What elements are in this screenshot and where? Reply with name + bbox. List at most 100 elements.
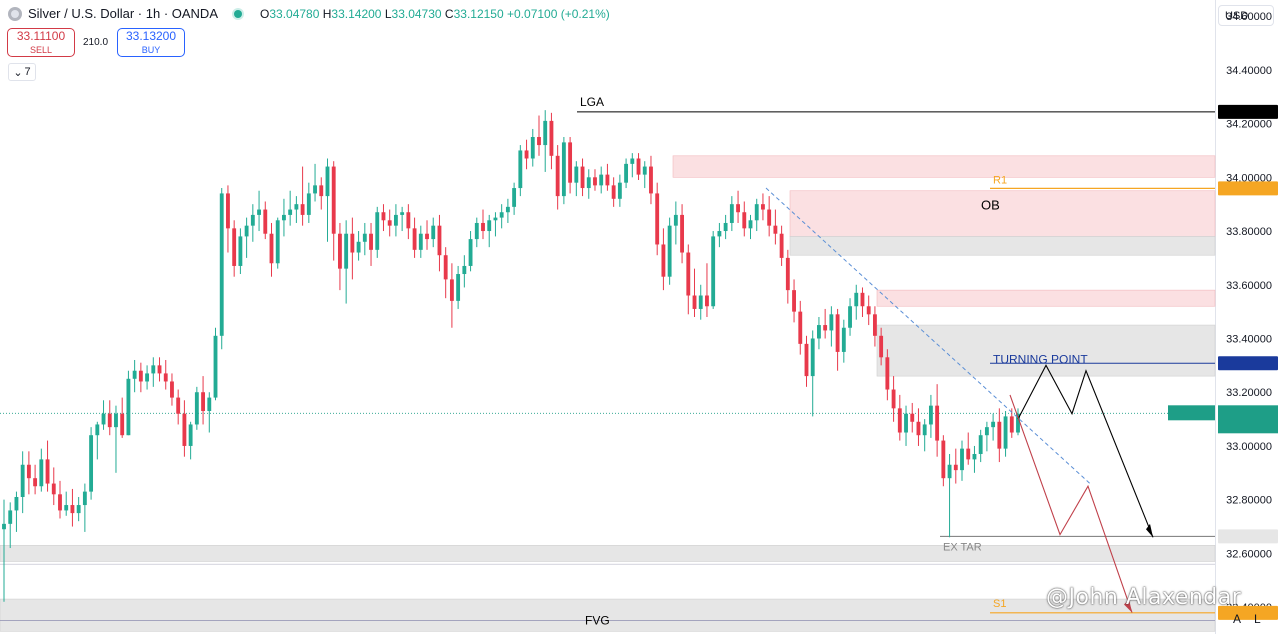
candle-body xyxy=(493,217,498,221)
candle-body xyxy=(138,370,143,382)
candle-body xyxy=(51,483,56,495)
current-price-box xyxy=(1218,405,1278,434)
candle-body xyxy=(512,188,517,207)
candle-body xyxy=(611,185,616,199)
candle-body xyxy=(170,381,174,398)
candle-body xyxy=(767,209,772,226)
auto-scale-button[interactable]: A xyxy=(1233,612,1242,626)
candle-body xyxy=(686,252,691,296)
zone-supply-2 xyxy=(876,289,1216,307)
candle-body xyxy=(244,225,249,237)
zone-fvg-zone xyxy=(0,598,1216,632)
projection-path-red xyxy=(1009,394,1133,613)
candle-body xyxy=(723,222,728,232)
projection-arrowhead-red xyxy=(1124,599,1132,613)
candle-body xyxy=(82,491,87,506)
currency-value: USD xyxy=(1225,9,1249,22)
currency-select[interactable]: USD xyxy=(1218,5,1274,26)
candle-body xyxy=(655,193,660,245)
candle-body xyxy=(966,448,971,460)
symbol-title[interactable]: Silver / U.S. Dollar · 1h · OANDA xyxy=(28,6,218,21)
candle-body xyxy=(599,174,604,186)
candle-body xyxy=(375,212,380,250)
candle-body xyxy=(64,505,69,511)
candle-body xyxy=(20,464,25,497)
candle-body xyxy=(232,228,237,266)
price-tick-label: 34.20000 xyxy=(1226,119,1272,131)
candle-body xyxy=(406,212,411,229)
candle-body xyxy=(636,158,641,175)
projection-path-black xyxy=(1017,364,1154,538)
candle-body xyxy=(960,448,964,471)
candle-body xyxy=(505,206,510,213)
indicators-toggle-button[interactable]: ⌄ 7 xyxy=(8,63,36,81)
candle-body xyxy=(101,413,106,425)
sell-button[interactable]: 33.11100 SELL xyxy=(7,28,75,57)
candle-body xyxy=(916,421,921,436)
candle-body xyxy=(45,459,50,484)
candle-body xyxy=(928,405,933,425)
candle-body xyxy=(418,233,423,250)
candle-body xyxy=(698,295,703,309)
candle-body xyxy=(145,373,150,382)
current-symbol-box xyxy=(1168,405,1215,421)
candle-body xyxy=(692,295,697,309)
candle-body xyxy=(953,464,958,471)
candle-body xyxy=(910,413,915,422)
candle-body xyxy=(114,413,118,428)
candle-body xyxy=(369,233,373,250)
candle-body xyxy=(294,204,299,210)
candle-body xyxy=(176,397,181,414)
candle-body xyxy=(481,222,485,232)
candle-body xyxy=(2,523,6,530)
candles xyxy=(2,110,1020,602)
candle-body xyxy=(70,505,75,514)
price-label-turning-box xyxy=(1218,356,1278,371)
candle-body xyxy=(580,166,585,189)
silver-symbol-icon xyxy=(8,6,22,21)
indicators-count: 7 xyxy=(24,66,31,78)
price-label-s1-box xyxy=(1218,605,1278,620)
candle-body xyxy=(717,231,722,237)
candle-body xyxy=(288,209,293,215)
candle-body xyxy=(201,392,205,412)
candle-body xyxy=(524,150,529,159)
candle-body xyxy=(978,435,983,455)
market-status-icon xyxy=(234,9,242,18)
candle-body xyxy=(537,137,541,146)
candle-body xyxy=(456,274,461,301)
candle-body xyxy=(250,214,255,226)
price-tick-label: 34.60000 xyxy=(1226,11,1272,23)
candle-body xyxy=(443,255,448,280)
candle-body xyxy=(431,225,436,240)
candle-body xyxy=(642,166,647,175)
candle-body xyxy=(661,244,666,277)
buy-button[interactable]: 33.13200 BUY xyxy=(117,28,185,57)
candle-body xyxy=(922,424,927,436)
candle-body xyxy=(226,193,230,229)
candle-body xyxy=(680,214,685,253)
candle-body xyxy=(499,212,504,218)
sell-label: SELL xyxy=(29,44,53,55)
price-tick-label: 34.40000 xyxy=(1226,65,1272,77)
candle-body xyxy=(468,239,473,266)
candle-body xyxy=(829,314,834,331)
candle-body xyxy=(33,478,38,487)
chart-header: Silver / U.S. Dollar · 1h · OANDA O33.04… xyxy=(8,6,610,21)
candle-body xyxy=(76,505,81,514)
candle-body xyxy=(773,225,778,234)
candle-body xyxy=(785,257,790,291)
log-scale-button[interactable]: L xyxy=(1254,612,1261,626)
candle-body xyxy=(219,193,224,336)
price-label-ex-tar-box xyxy=(1218,529,1278,544)
candle-body xyxy=(337,233,342,269)
ex-tar-label: EX TAR xyxy=(943,541,982,553)
candle-body xyxy=(39,459,44,487)
candle-body xyxy=(779,233,784,258)
price-axis xyxy=(1168,104,1278,620)
candle-body xyxy=(275,220,280,264)
candle-body xyxy=(132,370,137,379)
candle-body xyxy=(872,314,877,336)
candle-body xyxy=(860,292,865,307)
